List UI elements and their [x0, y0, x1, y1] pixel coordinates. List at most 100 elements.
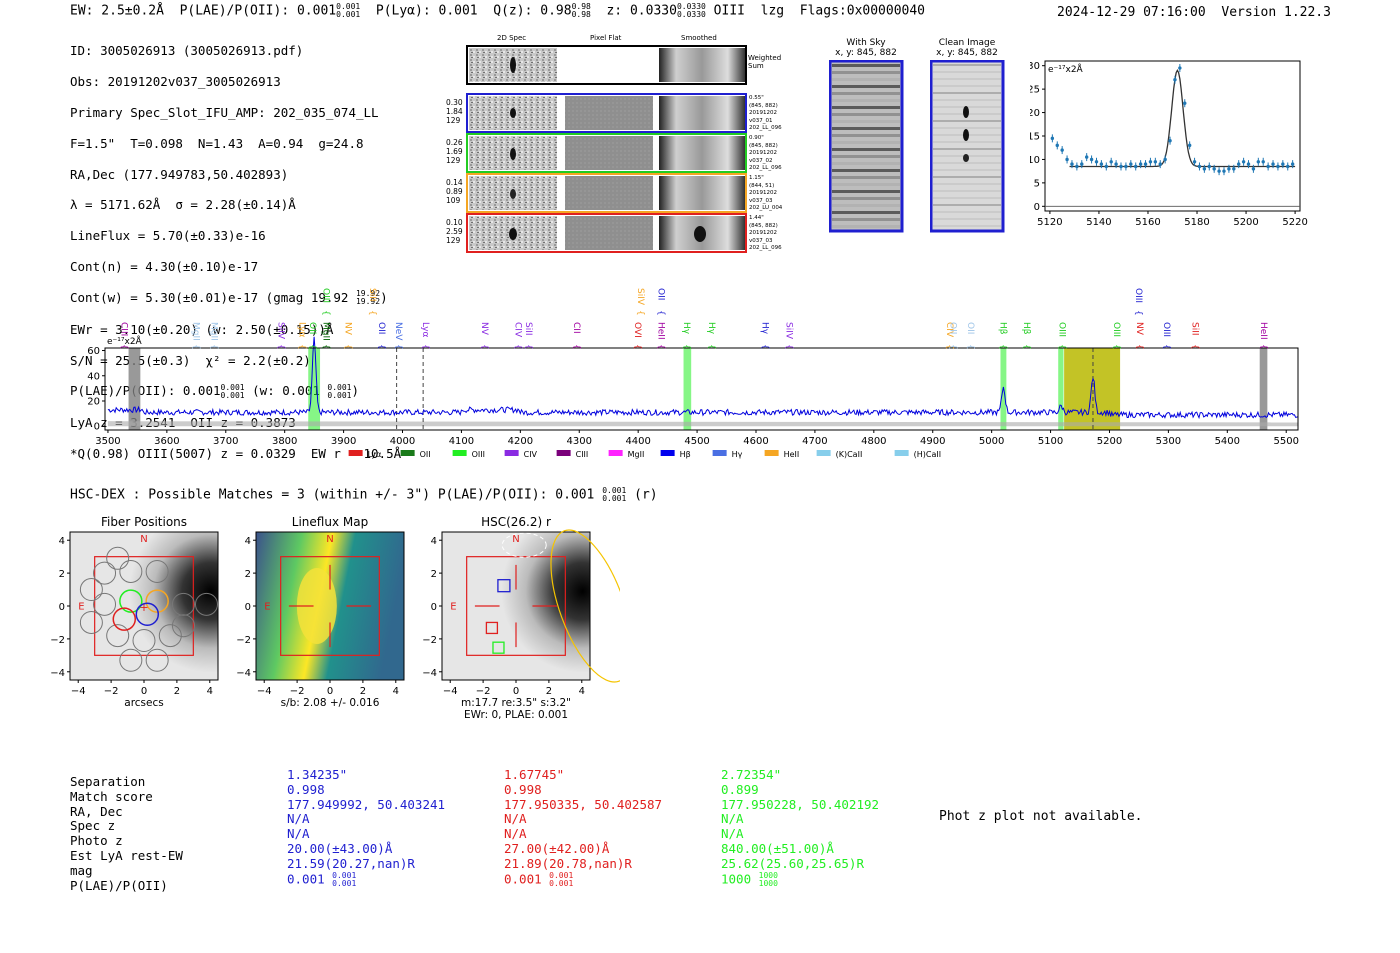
header-version: Version 1.22.3 — [1221, 5, 1331, 20]
cutout-row-meta: 0.55" (845, 882) 20191202 v037_01 202_LL_096 — [749, 95, 782, 131]
zoom-data-point — [1080, 162, 1084, 166]
legend-label: Hβ — [680, 450, 691, 459]
match-cell: 177.949992, 50.403241 — [287, 796, 446, 812]
zoom-data-point — [1129, 162, 1133, 166]
legend-swatch — [894, 450, 909, 456]
line-label-text: OII — [965, 322, 975, 334]
cutouts-image — [466, 45, 747, 253]
line-label: MgII { — [209, 322, 219, 350]
match-cell: 1.34235" — [287, 767, 348, 782]
map-ytick-label: 0 — [431, 602, 437, 613]
match-marker-2 — [485, 621, 499, 635]
line-label-text: OII — [656, 288, 666, 300]
match-row-labels: Separation Match score RA, Dec Spec z Photo … — [70, 774, 183, 893]
zoom-ytick-label: 30 — [1030, 61, 1040, 72]
clean-image-title: Clean Image — [938, 38, 996, 48]
info-ewr: EWr = 3.10(±0.20) (w: 2.50(±0.15))Å — [70, 321, 334, 337]
line-label-text: Hγ — [706, 322, 716, 335]
map-panel: Lineflux Map N E 4 2 0 −2 −4 −4 −2 0 2 4 s/b: 2.08 +/… — [236, 515, 405, 709]
zoom-data-point — [1050, 136, 1055, 141]
line-label-text: CIV — [944, 322, 954, 338]
line-label: MgII { — [190, 322, 200, 350]
with-sky-title: With Sky — [846, 38, 886, 48]
zoom-xtick-label: 5160 — [1135, 217, 1160, 228]
legend-label: (K)CaII — [836, 450, 863, 459]
with-sky-image — [829, 60, 904, 233]
spec-xtick-label: 4600 — [743, 436, 768, 447]
line-label-brace: { — [190, 344, 200, 350]
match-cell: 21.89(20.78,nan)R — [504, 855, 632, 871]
zoom-data-point — [1084, 155, 1089, 159]
line-label-text: SiIV — [276, 322, 286, 340]
zoom-data-point — [1192, 160, 1197, 164]
map-xtick-label: −2 — [290, 686, 305, 697]
info-lineflux: LineFlux = 5.70(±0.33)e-16 — [70, 228, 266, 244]
map-ytick-label: −4 — [236, 668, 251, 679]
map-xtick-label: −4 — [71, 686, 86, 697]
match-cell: N/A — [504, 811, 527, 827]
col-title-pixelflat: Pixel Flat — [590, 34, 622, 42]
legend-label: HeII — [784, 450, 800, 459]
match-cell: 0.001 0.001 0.001 — [287, 870, 357, 888]
spec-xtick-label: 4200 — [508, 436, 533, 447]
match-marker-3 — [492, 641, 505, 654]
legend-swatch — [452, 450, 467, 456]
line-label-text: SiII — [367, 288, 377, 302]
zoom-data-point — [1212, 167, 1216, 171]
legend-swatch — [556, 450, 571, 456]
zoom-data-point — [1114, 162, 1118, 166]
match-cell: 0.998 — [504, 781, 542, 797]
zoom-xtick-label: 5120 — [1037, 217, 1062, 228]
line-label-text: OVI — [632, 322, 642, 338]
line-label-brace: { — [367, 310, 377, 316]
info-lambda: λ = 5171.62Å σ = 2.28(±0.14)Å — [70, 197, 296, 213]
cutout-row-meta: 1.44" (845, 882) 20191202 v037_03 202_LL_096 — [749, 215, 782, 251]
line-label-text: NeV — [393, 322, 403, 341]
line-label-brace: { — [1258, 344, 1268, 350]
map-ytick-label: −2 — [236, 635, 251, 646]
line-label: SiIV { — [635, 288, 645, 316]
match-row-label: Separation — [70, 774, 146, 789]
map-ytick-label: 0 — [245, 602, 251, 613]
legend-label: CIII — [576, 450, 589, 459]
map-ytick-label: −2 — [50, 635, 65, 646]
line-label: Hβ { — [997, 322, 1007, 350]
line-label: OII { — [947, 322, 957, 350]
zoom-data-point — [1163, 157, 1167, 162]
map-panel-title: HSC(26.2) r — [481, 515, 551, 529]
match-cell: 177.950335, 50.402587 — [504, 796, 663, 812]
zoom-data-point — [1124, 164, 1128, 169]
spec-xtick-label: 5400 — [1215, 436, 1240, 447]
zoom-data-point — [1060, 148, 1064, 152]
spec-xtick-label: 4300 — [567, 436, 592, 447]
header-flags: Flags:0x00000040 — [799, 3, 926, 19]
line-label: OIII { — [1133, 288, 1143, 316]
zoom-data-point — [1241, 160, 1246, 164]
match-row-label: Photo z — [70, 833, 123, 849]
fiber-circle — [158, 624, 182, 648]
legend-label: OII — [420, 450, 431, 459]
zoom-data-point — [1207, 164, 1211, 169]
spec-xtick-label: 4900 — [920, 436, 945, 447]
line-label-brace: { — [632, 344, 642, 350]
info-contw: Cont(w) = 5.30(±0.01)e-17 (gmag 19.92 19… — [70, 289, 388, 307]
east-label: E — [78, 601, 84, 612]
clean-image — [930, 60, 1005, 233]
line-label-text: Hγ — [759, 322, 769, 335]
line-label: OIII { — [1111, 322, 1121, 350]
line-label-text: NV — [479, 322, 489, 336]
line-band — [683, 348, 692, 430]
match-row-label: mag — [70, 862, 93, 878]
line-label-brace: { — [513, 344, 523, 350]
line-label-brace: { — [209, 344, 219, 350]
zoom-data-point — [1183, 101, 1187, 105]
line-label-brace: { — [523, 344, 533, 350]
match-row-label: Est LyA rest-EW — [70, 847, 183, 863]
with-sky-panel: With Sky x, y: 845, 882 — [826, 38, 906, 234]
spec-xtick-label: 5100 — [1038, 436, 1063, 447]
map-ytick-label: 2 — [245, 569, 251, 580]
line-label-brace: { — [1056, 344, 1066, 350]
line-label-brace: { — [321, 310, 331, 316]
zoom-fit-line — [1069, 69, 1296, 168]
spectrum-axes — [104, 347, 1299, 431]
